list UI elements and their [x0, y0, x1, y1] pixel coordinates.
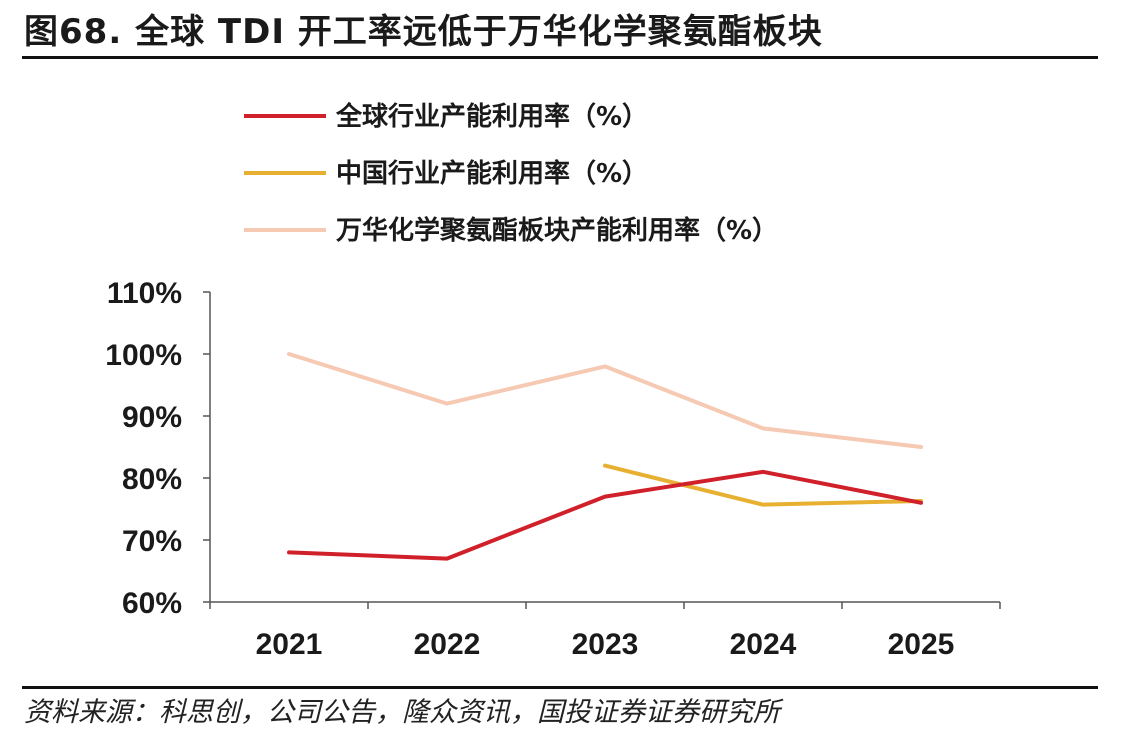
x-tick-label: 2023 [572, 628, 639, 661]
chart-title: 图68. 全球 TDI 开工率远低于万华化学聚氨酯板块 [24, 12, 823, 52]
series-lines [287, 352, 923, 561]
y-tick-label: 110% [107, 277, 182, 310]
legend-label-0: 全球行业产能利用率（%） [335, 101, 648, 132]
source-note: 资料来源：科思创，公司公告，隆众资讯，国投证券证券研究所 [24, 697, 780, 728]
source-divider [22, 686, 1098, 689]
title-divider [22, 56, 1098, 59]
series-line-0 [287, 469, 923, 561]
series-line-2 [287, 352, 923, 449]
legend-label-1: 中国行业产能利用率（%） [336, 158, 648, 189]
legend-label-2: 万华化学聚氨酯板块产能利用率（%） [336, 215, 778, 246]
series-line-1 [603, 463, 923, 507]
y-tick-label: 80% [122, 463, 182, 496]
x-tick-label: 2025 [888, 628, 955, 661]
y-tick-label: 100% [105, 339, 182, 372]
y-tick-label: 90% [122, 401, 182, 434]
x-tick-label: 2022 [414, 628, 481, 661]
legend: 全球行业产能利用率（%） 中国行业产能利用率（%） 万华化学聚氨酯板块产能利用率（%… [244, 101, 778, 246]
y-tick-label: 70% [122, 525, 182, 558]
x-tick-label: 2021 [256, 628, 323, 661]
x-tick-label: 2024 [730, 628, 797, 661]
axes: 60% 70% 80% 90% 100% 110% 2021 2022 2023 2024 2025 [105, 277, 1001, 661]
y-tick-label: 60% [122, 587, 182, 620]
